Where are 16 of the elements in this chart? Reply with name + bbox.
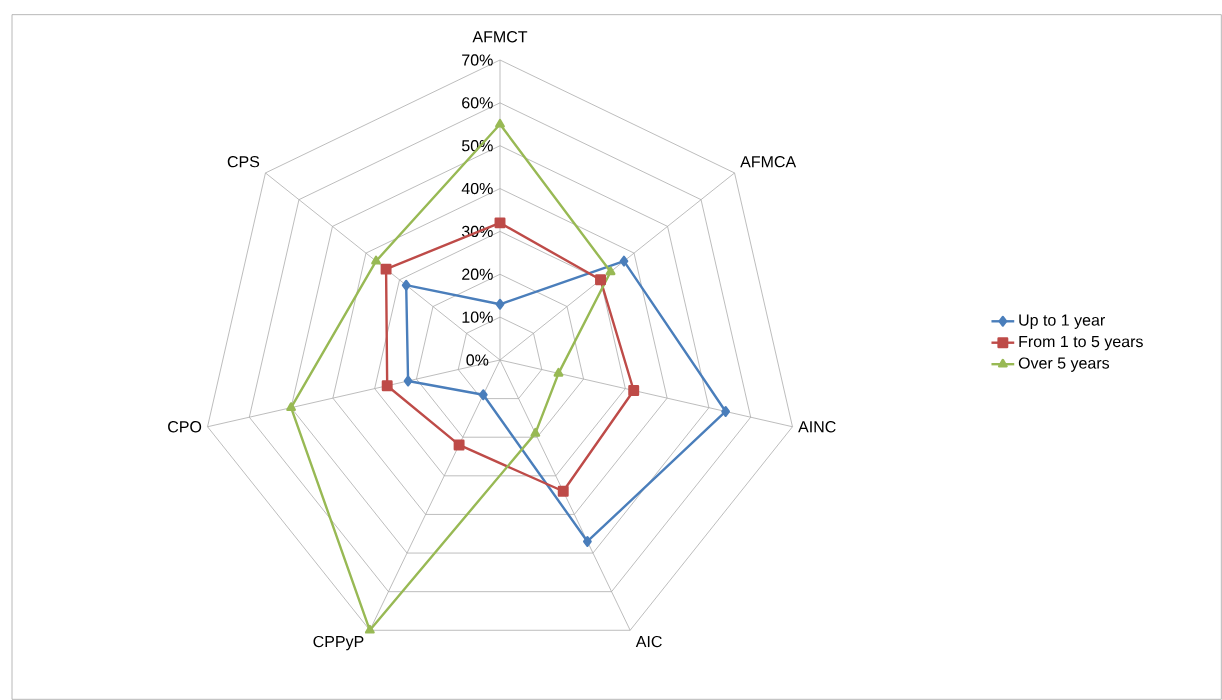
legend-label: Over 5 years <box>1018 357 1110 372</box>
y-tick-label: 70% <box>462 54 493 66</box>
y-tick-label: 60% <box>462 97 493 109</box>
spoke-label: CPS <box>227 156 260 168</box>
y-tick-label: 0% <box>466 354 489 366</box>
spoke-label: AIC <box>635 635 662 648</box>
spoke-label: AFMCT <box>472 31 528 43</box>
legend-label: From 1 to 5 years <box>1019 336 1143 351</box>
spoke-label: CPPyP <box>313 635 364 651</box>
y-tick-label: 20% <box>462 268 493 280</box>
spoke-label: CPO <box>168 421 202 433</box>
spoke-label: AINC <box>798 421 836 433</box>
spoke-label: AFMCA <box>740 156 797 168</box>
y-tick-label: 10% <box>462 311 493 323</box>
y-tick-label: 40% <box>461 182 493 195</box>
legend-label: Up to 1 year <box>1019 314 1105 329</box>
